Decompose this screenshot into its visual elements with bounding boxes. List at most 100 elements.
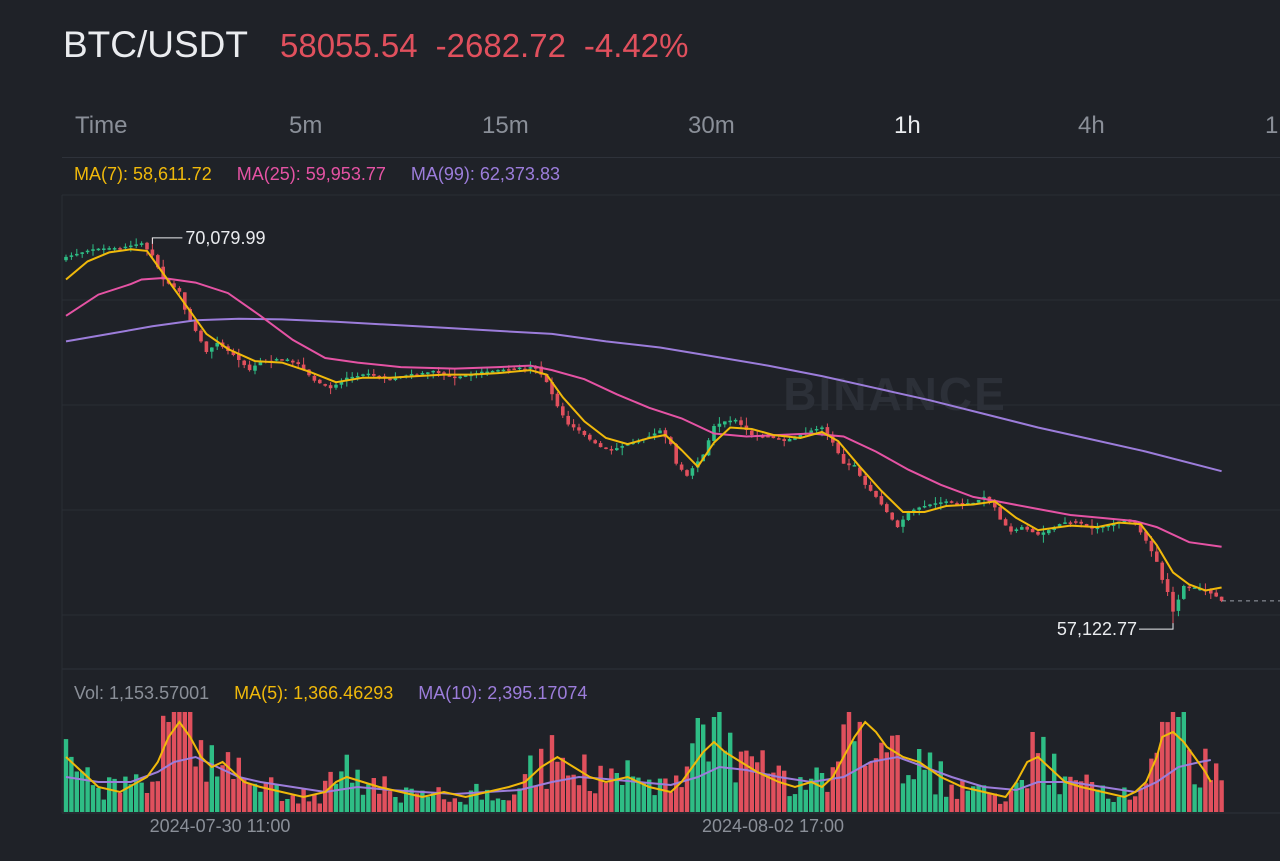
volume-bar (312, 794, 317, 812)
volume-bar (490, 800, 495, 812)
volume-bar (582, 754, 587, 812)
tab-time[interactable]: Time (75, 112, 128, 139)
volume-bar (539, 748, 544, 812)
candle-body (825, 427, 830, 435)
candle-body (960, 503, 965, 505)
volume-bar (452, 798, 457, 812)
volume-bar (1165, 722, 1170, 812)
candle-body (237, 354, 241, 360)
volume-bar (1057, 794, 1062, 812)
volume-bar (760, 750, 765, 812)
candle-body (1030, 528, 1035, 533)
candle-body (490, 370, 495, 373)
candle-body (291, 360, 295, 363)
volume-bar (1073, 780, 1078, 812)
volume-bar (819, 773, 825, 812)
volume-bar (609, 768, 614, 812)
candle-body (112, 248, 117, 250)
candle-body (501, 369, 506, 372)
volume-bar (225, 752, 231, 812)
volume-bar (387, 791, 393, 812)
candle-body (204, 341, 209, 352)
candle-body (760, 436, 765, 438)
volume-bar (382, 776, 387, 812)
volume-bar (630, 776, 636, 812)
candle-body (1182, 586, 1186, 599)
volume-bar (798, 777, 803, 812)
volume-bar (830, 767, 835, 812)
candle-body (1036, 531, 1040, 535)
candle-body (1187, 586, 1191, 589)
volume-bar (193, 766, 198, 812)
candle-body (64, 256, 68, 261)
ma25-line (65, 276, 1222, 548)
volume-bar (123, 776, 128, 812)
tab-4h[interactable]: 4h (1078, 112, 1105, 139)
candle-body (906, 512, 911, 520)
volume-bar (814, 767, 819, 812)
candle-body (615, 448, 619, 451)
volume-bar (1203, 748, 1208, 812)
volume-bar (749, 756, 754, 812)
volume-bar (1106, 798, 1111, 812)
volume-bar (90, 785, 96, 812)
tab-1d-partial[interactable]: 1 (1265, 112, 1279, 139)
volume-bar (333, 783, 339, 812)
candle-body (285, 359, 290, 361)
volume-bar (576, 785, 582, 812)
volume-bar (177, 712, 182, 812)
volume-bar (954, 798, 960, 812)
volume-bar (1214, 763, 1219, 812)
tab-1h[interactable]: 1h (894, 112, 921, 139)
volume-bar (728, 732, 733, 812)
candle-body (609, 449, 614, 451)
candle-body (863, 476, 867, 485)
volume-bar (657, 778, 663, 812)
volume-bar (161, 715, 166, 812)
volume-bar (917, 749, 922, 812)
volume-bar (263, 782, 268, 812)
tab-15m[interactable]: 15m (482, 112, 529, 139)
x-tick-label-2: 2024-08-02 17:00 (702, 816, 844, 836)
volume-bar (285, 799, 290, 812)
volume-bar (458, 801, 463, 812)
candle-body (366, 373, 371, 376)
candle-body (604, 447, 608, 449)
candle-body (895, 520, 900, 528)
candle-body (577, 427, 581, 431)
volume-bar (560, 757, 565, 812)
tab-30m[interactable]: 30m (688, 112, 735, 139)
volume-bar (625, 760, 630, 812)
candle-body (69, 255, 74, 257)
volume-bar (1014, 782, 1019, 812)
candle-body (172, 283, 176, 288)
candle-body (663, 430, 668, 438)
tab-5m[interactable]: 5m (289, 112, 323, 139)
volume-bar (1025, 788, 1030, 812)
candle-body (431, 370, 435, 373)
candle-body (1079, 521, 1083, 524)
candle-body (118, 248, 122, 250)
volume-bar (101, 799, 106, 812)
low-price-label: 57,122.77 (1057, 619, 1137, 639)
volume-ma10-line (65, 755, 1211, 796)
volume-bar (722, 750, 727, 812)
candle-body (620, 446, 624, 448)
volume-bar (971, 786, 976, 812)
volume-bar (668, 792, 673, 812)
candle-body (150, 249, 155, 256)
volume-bar (317, 803, 322, 812)
volume-bar (69, 756, 74, 812)
volume-bar (128, 784, 133, 812)
candle-body (145, 242, 149, 250)
volume-bars (63, 712, 1224, 812)
volume-bar (112, 778, 117, 812)
pair-symbol[interactable]: BTC/USDT (63, 24, 248, 65)
volume-bar (139, 782, 144, 812)
volume-bar (528, 755, 533, 812)
volume-bar (522, 774, 528, 812)
volume-bar (274, 784, 279, 812)
candle-body (1025, 526, 1029, 530)
volume-bar (566, 775, 571, 812)
